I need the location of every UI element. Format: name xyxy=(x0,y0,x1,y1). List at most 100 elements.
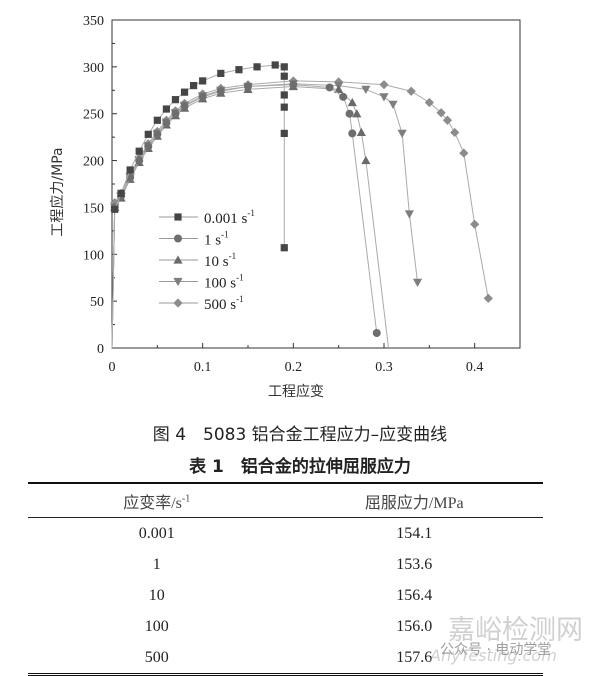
y-axis-label: 工程应力/MPa xyxy=(49,147,66,236)
x-tick-label: 0.1 xyxy=(194,360,212,375)
data-point xyxy=(144,130,152,138)
data-point xyxy=(483,293,493,303)
strain-rate-cell: 10 xyxy=(148,586,165,604)
y-tick-label: 250 xyxy=(83,108,104,123)
data-point xyxy=(406,86,416,96)
data-point xyxy=(190,82,198,90)
data-point xyxy=(126,166,134,174)
watermark-site: 嘉峪检测网 xyxy=(448,615,583,646)
watermark-url: AnyTesting.com xyxy=(430,646,557,665)
y-tick-label: 0 xyxy=(97,342,104,357)
data-point xyxy=(361,85,371,94)
series-500 xyxy=(110,76,493,349)
data-point xyxy=(424,97,434,108)
y-tick-label: 300 xyxy=(83,61,104,76)
data-point xyxy=(135,147,143,155)
data-point xyxy=(280,129,288,137)
table-title: 表 1 铝合金的拉伸屈服应力 xyxy=(189,457,411,477)
data-point xyxy=(271,61,279,69)
header-strain-rate: 应变率/s-1 xyxy=(28,483,286,518)
y-tick-label: 150 xyxy=(83,201,104,216)
yield-stress-cell: 157.6 xyxy=(396,648,433,666)
data-point xyxy=(280,63,288,71)
strain-rate-cell: 500 xyxy=(144,648,169,666)
x-tick-label: 0.4 xyxy=(466,360,484,375)
legend-label: 100 s-1 xyxy=(204,273,244,292)
data-point xyxy=(334,84,344,93)
data-point xyxy=(412,278,423,287)
legend-marker xyxy=(174,234,182,243)
legend-unit-exponent: -1 xyxy=(229,251,237,261)
data-point xyxy=(352,109,362,118)
table-row: 500 157.6 xyxy=(28,642,543,675)
series-0.001 xyxy=(111,61,288,349)
stress-strain-chart: 0 0.1 0.2 0.3 0.4 0 50 100 150 200 250 300 350 工程应变 工程… xyxy=(49,14,521,400)
data-point xyxy=(198,92,207,101)
data-point xyxy=(180,102,189,111)
y-tick-label: 50 xyxy=(90,295,104,310)
data-point xyxy=(280,91,288,99)
legend-label: 0.001 s-1 xyxy=(204,208,255,227)
data-point xyxy=(280,72,288,80)
legend-text: 1 s xyxy=(204,233,221,249)
data-point xyxy=(244,82,252,91)
watermark-account: 公众号 · 电动学堂 xyxy=(440,642,552,658)
data-point xyxy=(217,69,225,78)
legend-unit-exponent: -1 xyxy=(221,230,229,240)
header-yield-stress: 屈服应力/MPa xyxy=(285,483,543,518)
x-tick-label: 0.2 xyxy=(285,360,303,375)
legend-entry: 0.001 s-1 xyxy=(159,208,255,227)
x-tick-label: 0 xyxy=(109,360,116,375)
legend-text: 100 s xyxy=(204,276,236,292)
legend-entry: 1 s-1 xyxy=(159,230,229,249)
yield-stress-cell: 156.4 xyxy=(396,586,433,604)
data-point xyxy=(388,100,398,109)
data-point xyxy=(171,109,180,118)
legend-marker xyxy=(173,298,183,308)
x-axis-label: 工程应变 xyxy=(268,383,324,400)
figure-caption: 图 4 5083 铝合金工程应力–应变曲线 xyxy=(152,425,448,445)
data-point xyxy=(216,87,225,96)
legend-unit-exponent: -1 xyxy=(236,273,244,283)
data-point xyxy=(442,115,453,125)
strain-rate-cell: 100 xyxy=(144,617,169,635)
data-point xyxy=(436,108,446,118)
data-point xyxy=(379,93,389,102)
data-point xyxy=(235,66,243,74)
data-point xyxy=(280,103,288,111)
legend-marker xyxy=(173,255,183,264)
data-point xyxy=(450,127,460,138)
data-point xyxy=(325,83,334,92)
legend-label: 1 s-1 xyxy=(204,230,229,249)
legend-text: 0.001 s xyxy=(204,211,248,227)
data-point xyxy=(180,88,189,96)
table-header-row: 应变率/s-1 屈服应力/MPa xyxy=(28,483,543,518)
data-point xyxy=(404,210,414,219)
series-1 xyxy=(110,80,381,349)
legend-unit-exponent: -1 xyxy=(247,208,255,218)
strain-rate-cell: 1 xyxy=(152,555,161,573)
x-tick-label: 0.3 xyxy=(375,360,393,375)
legend-entry: 10 s-1 xyxy=(159,251,236,270)
legend-text: 10 s xyxy=(204,254,229,270)
data-point xyxy=(289,80,298,89)
data-point xyxy=(356,127,366,137)
data-point xyxy=(144,142,153,151)
legend-entry: 100 s-1 xyxy=(159,273,244,292)
yield-stress-cell: 156.0 xyxy=(396,617,433,635)
data-point xyxy=(459,148,469,158)
legend-marker xyxy=(173,277,183,287)
y-tick-label: 350 xyxy=(83,14,104,29)
data-point xyxy=(153,130,162,139)
yield-stress-cell: 153.6 xyxy=(396,555,433,573)
data-point xyxy=(171,96,180,104)
table-row: 10 156.4 xyxy=(28,580,543,611)
data-point xyxy=(253,63,261,71)
data-point xyxy=(347,97,357,107)
data-point xyxy=(162,119,171,128)
legend-label: 10 s-1 xyxy=(204,251,236,270)
table-row: 1 153.6 xyxy=(28,549,543,580)
legend-marker xyxy=(174,213,182,221)
data-point xyxy=(280,244,288,252)
data-point xyxy=(153,116,161,124)
